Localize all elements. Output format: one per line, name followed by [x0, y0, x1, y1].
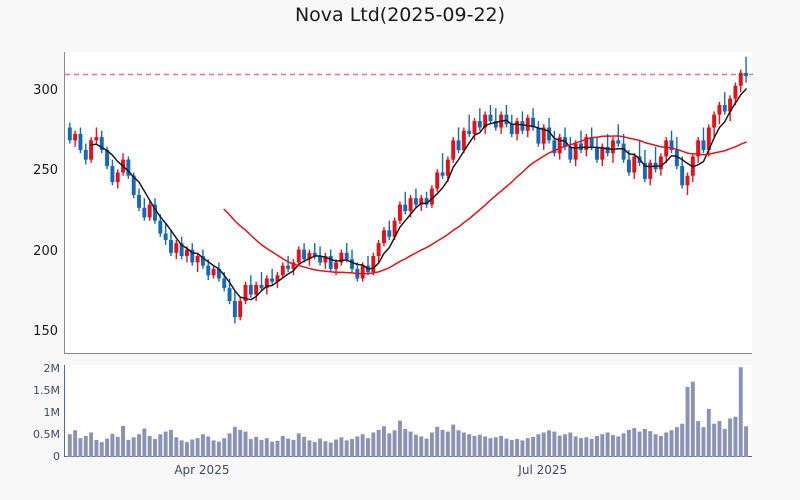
volume-tick-label: 1.5M [33, 384, 60, 398]
date-tick-label: Jul 2025 [518, 463, 568, 477]
volume-tick-label: 0 [53, 450, 60, 463]
price-tick-label: 300 [33, 83, 58, 99]
page-title: Nova Ltd(2025-09-22) [294, 4, 506, 26]
volume-tick-label: 2M [43, 362, 61, 376]
price-tick-label: 200 [33, 243, 58, 259]
candlestick-plot [65, 56, 753, 324]
volume-tick-label: 1M [43, 406, 61, 420]
volume-tick-label: 0.5M [33, 428, 60, 442]
price-tick-label: 150 [33, 324, 58, 340]
volume-chart-panel[interactable] [64, 365, 752, 457]
volume-bars-plot [67, 367, 749, 457]
price-chart-panel[interactable] [64, 52, 753, 354]
price-tick-label: 250 [33, 163, 58, 179]
date-tick-label: Apr 2025 [174, 463, 230, 477]
